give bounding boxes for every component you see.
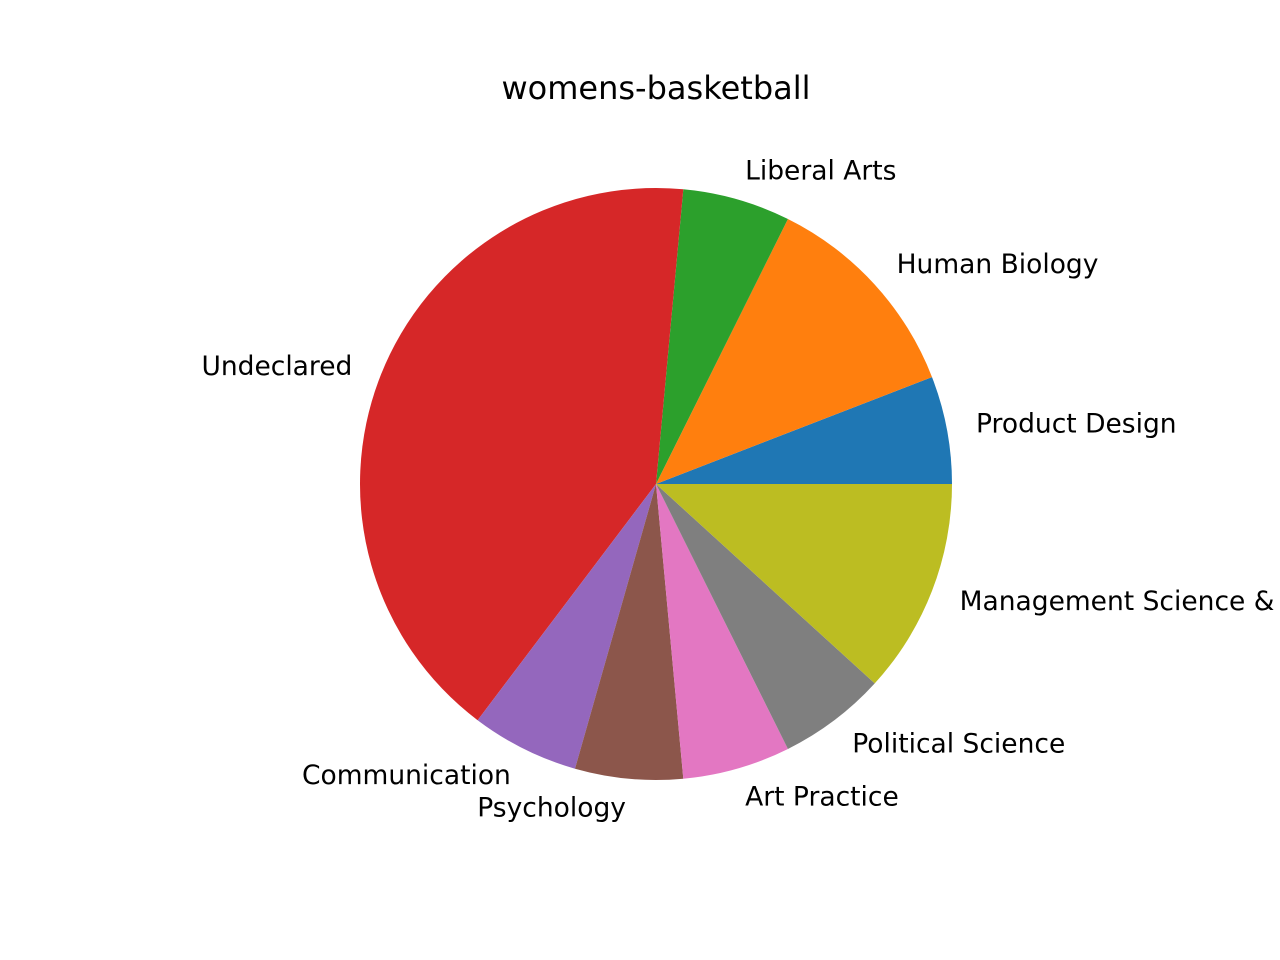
slice-label-product-design: Product Design bbox=[976, 409, 1177, 440]
slice-label-management-science-and-engineering: Management Science & Engineering bbox=[960, 586, 1280, 617]
slice-label-communication: Communication bbox=[302, 760, 511, 791]
slice-label-liberal-arts: Liberal Arts bbox=[745, 155, 896, 186]
slice-label-art-practice: Art Practice bbox=[745, 782, 899, 813]
slice-label-political-science: Political Science bbox=[852, 728, 1065, 759]
pie-labels: Product Design Human Biology Liberal Arts U… bbox=[201, 155, 1280, 823]
pie-slice-human-biology bbox=[656, 219, 933, 484]
pie-slice-product-design bbox=[656, 377, 952, 484]
pie-slice-communication bbox=[477, 484, 656, 769]
pie-slice-liberal-arts bbox=[656, 189, 788, 484]
pie-slice-management-science-and-engineering bbox=[656, 484, 952, 684]
pie-slice-political-science bbox=[656, 484, 875, 749]
slice-label-human-biology: Human Biology bbox=[897, 249, 1099, 280]
pie-slice-undeclared bbox=[360, 187, 684, 721]
chart-title: womens-basketball bbox=[501, 69, 810, 107]
pie-slices bbox=[360, 187, 952, 781]
pie-slice-psychology bbox=[575, 484, 684, 781]
slice-label-psychology: Psychology bbox=[477, 793, 626, 824]
pie-slice-art-practice bbox=[656, 484, 788, 779]
slice-label-undeclared: Undeclared bbox=[201, 351, 352, 382]
